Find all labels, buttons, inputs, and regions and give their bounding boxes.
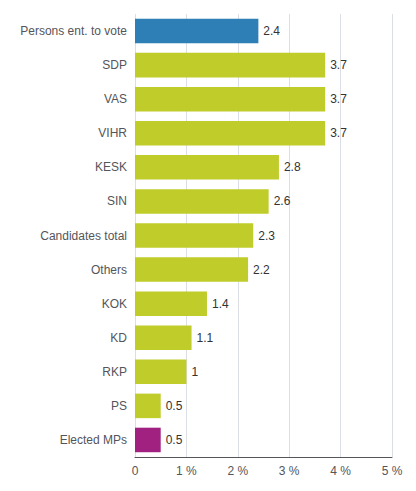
svg-text:0.5: 0.5 xyxy=(166,433,183,447)
svg-text:KESK: KESK xyxy=(95,160,127,174)
svg-text:0.5: 0.5 xyxy=(166,399,183,413)
svg-text:PS: PS xyxy=(111,399,127,413)
svg-text:2 %: 2 % xyxy=(227,464,248,478)
svg-text:Others: Others xyxy=(91,263,127,277)
svg-text:1 %: 1 % xyxy=(176,464,197,478)
svg-text:5 %: 5 % xyxy=(382,464,403,478)
svg-text:KOK: KOK xyxy=(102,297,127,311)
svg-text:4 %: 4 % xyxy=(330,464,351,478)
svg-text:VAS: VAS xyxy=(104,92,127,106)
svg-text:Candidates total: Candidates total xyxy=(40,229,127,243)
svg-text:SIN: SIN xyxy=(107,194,127,208)
svg-text:3.7: 3.7 xyxy=(330,58,347,72)
svg-text:1.4: 1.4 xyxy=(212,297,229,311)
svg-text:3.7: 3.7 xyxy=(330,126,347,140)
svg-text:SDP: SDP xyxy=(102,58,127,72)
svg-text:RKP: RKP xyxy=(102,365,127,379)
svg-text:2.4: 2.4 xyxy=(263,24,280,38)
svg-text:2.3: 2.3 xyxy=(258,229,275,243)
svg-text:1: 1 xyxy=(191,365,198,379)
svg-text:3 %: 3 % xyxy=(279,464,300,478)
svg-text:KD: KD xyxy=(110,331,127,345)
svg-text:VIHR: VIHR xyxy=(98,126,127,140)
svg-text:2.8: 2.8 xyxy=(284,160,301,174)
svg-text:1.1: 1.1 xyxy=(197,331,214,345)
svg-text:Persons ent. to vote: Persons ent. to vote xyxy=(20,24,127,38)
svg-text:2.6: 2.6 xyxy=(274,194,291,208)
svg-text:3.7: 3.7 xyxy=(330,92,347,106)
svg-text:Elected MPs: Elected MPs xyxy=(60,433,127,447)
svg-text:0: 0 xyxy=(132,464,139,478)
svg-text:2.2: 2.2 xyxy=(253,263,270,277)
